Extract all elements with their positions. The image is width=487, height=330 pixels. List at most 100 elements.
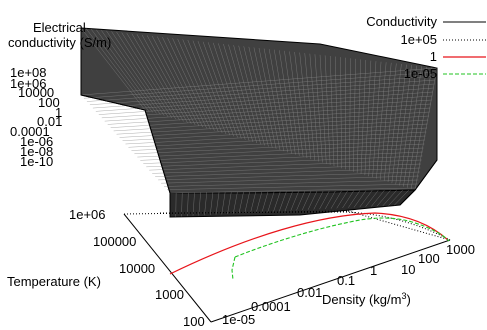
- temperature-tick-label: 100000: [93, 234, 136, 249]
- surface-grid-line: [353, 58, 356, 172]
- surface-grid-line: [364, 60, 372, 176]
- surface-grid-line: [238, 192, 244, 214]
- surface-grid-line: [155, 167, 421, 177]
- surface-grid-line: [258, 47, 281, 151]
- legend-label-1: 1: [430, 49, 437, 64]
- surface-grid-line: [167, 37, 211, 130]
- surface-right-edge: [399, 68, 438, 206]
- surface-grid-line: [273, 191, 281, 212]
- surface-grid-line: [143, 151, 424, 164]
- surface-grid-lines: [80, 27, 438, 217]
- surface-grid-line: [238, 45, 265, 146]
- surface-grid-line: [325, 190, 336, 209]
- surface-grid-line: [336, 190, 348, 209]
- surface-grid-line: [125, 127, 428, 145]
- surface-grid-line: [182, 39, 223, 133]
- surface-grid-line: [371, 190, 385, 207]
- surface-grid-line: [263, 48, 285, 152]
- surface-grid-line: [119, 119, 429, 138]
- surface-grid-line: [116, 115, 430, 135]
- surface-grid-line: [83, 71, 437, 99]
- surface-grid-line: [107, 103, 432, 125]
- surface-grid-line: [233, 45, 261, 145]
- surface-grid-line: [86, 75, 436, 102]
- surface-grid-line: [267, 191, 275, 212]
- surface-grid-line: [365, 190, 379, 207]
- density-tick-label: 0.1: [337, 273, 355, 288]
- temperature-axis: 1e+06 100000 10000 1000 100: [69, 207, 205, 329]
- z-tick-label: 100: [38, 95, 60, 110]
- density-tick-label: 0.0001: [251, 299, 291, 314]
- density-tick-label: 1000: [446, 242, 475, 257]
- surface-grid-line: [162, 37, 207, 129]
- surface-grid-line: [335, 56, 339, 168]
- surface-grid-line: [268, 49, 288, 153]
- density-axis: 1e-05 0.0001 0.01 0.1 1 10 100 1000: [222, 242, 475, 327]
- surface-grid-line: [388, 190, 403, 206]
- surface-grid-line: [319, 190, 330, 210]
- surface-grid-line: [146, 155, 423, 168]
- temperature-axis-label: Temperature (K): [7, 274, 101, 289]
- surface-grid-line: [223, 43, 254, 143]
- surface-grid-line: [274, 49, 292, 154]
- z-tick-label: 1e-10: [20, 154, 53, 169]
- surface-grid-line: [314, 54, 323, 163]
- surface-grid-line: [187, 39, 227, 135]
- surface-grid-line: [202, 41, 238, 138]
- surface-grid-line: [128, 131, 427, 148]
- density-tick-label: 10: [401, 262, 415, 277]
- surface-grid-line: [324, 55, 331, 165]
- surface-grid-line: [121, 32, 177, 120]
- surface-grid-line: [360, 59, 366, 175]
- surface-grid-line: [376, 62, 387, 179]
- z-tick-label: 1: [55, 105, 62, 120]
- surface-grid-line: [152, 35, 200, 127]
- surface-grid-line: [111, 31, 169, 117]
- base-axes: [123, 210, 451, 323]
- surface-grid-line: [250, 191, 256, 213]
- surface-front-edge: [80, 94, 171, 217]
- surface-grid-line: [149, 159, 422, 171]
- surface-grid-line: [340, 57, 342, 169]
- surface-grid-line: [152, 163, 422, 174]
- surface-grid-line: [342, 190, 354, 209]
- surface-grid-line: [210, 192, 214, 215]
- surface-grid-line: [284, 50, 300, 156]
- z-axis: 1e+08 1e+06 10000 100 1 0.01 0.0001 1e-0…: [10, 65, 62, 169]
- density-tick-label: 1e-05: [222, 312, 255, 327]
- surface-grid-line: [207, 42, 242, 139]
- surface-grid-line: [253, 47, 277, 149]
- surface-grid-line: [387, 63, 402, 183]
- legend-label-conductivity: Conductivity: [366, 14, 437, 29]
- surface-grid-line: [116, 31, 173, 119]
- surface-grid-line: [215, 192, 220, 215]
- temperature-tick-label: 1000: [155, 287, 184, 302]
- surface-grid-line: [394, 189, 410, 206]
- surface-grid-line: [172, 38, 215, 131]
- surface-grid-line: [104, 99, 432, 122]
- surface-grid-line: [313, 191, 324, 210]
- temperature-axis-line: [123, 213, 212, 323]
- surface-grid-line: [376, 190, 391, 207]
- surface-grid-line: [244, 191, 250, 214]
- density-tick-label: 0.01: [297, 285, 322, 300]
- surface-grid-line: [164, 179, 419, 187]
- z-tick-label: 1e+08: [10, 65, 47, 80]
- legend-label-1e-05: 1e-05: [404, 66, 437, 81]
- surface-grid-line: [279, 50, 296, 155]
- back-floor-edge: [123, 210, 349, 215]
- density-axis-label-main: Density (kg/m: [322, 292, 401, 307]
- surface-grid-line: [391, 64, 407, 184]
- density-tick-label: 100: [418, 251, 440, 266]
- surface-grid-line: [92, 83, 435, 109]
- surface-grid-line: [414, 67, 438, 191]
- surface-grid-line: [227, 192, 232, 215]
- surface-grid-line: [113, 111, 430, 132]
- surface-grid-line: [290, 191, 299, 211]
- z-tick-label: 10000: [18, 85, 54, 100]
- surface-grid-line: [140, 147, 424, 161]
- surface-grid-line: [136, 34, 188, 123]
- surface-grid-line: [307, 191, 318, 210]
- surface-grid-line: [218, 43, 250, 141]
